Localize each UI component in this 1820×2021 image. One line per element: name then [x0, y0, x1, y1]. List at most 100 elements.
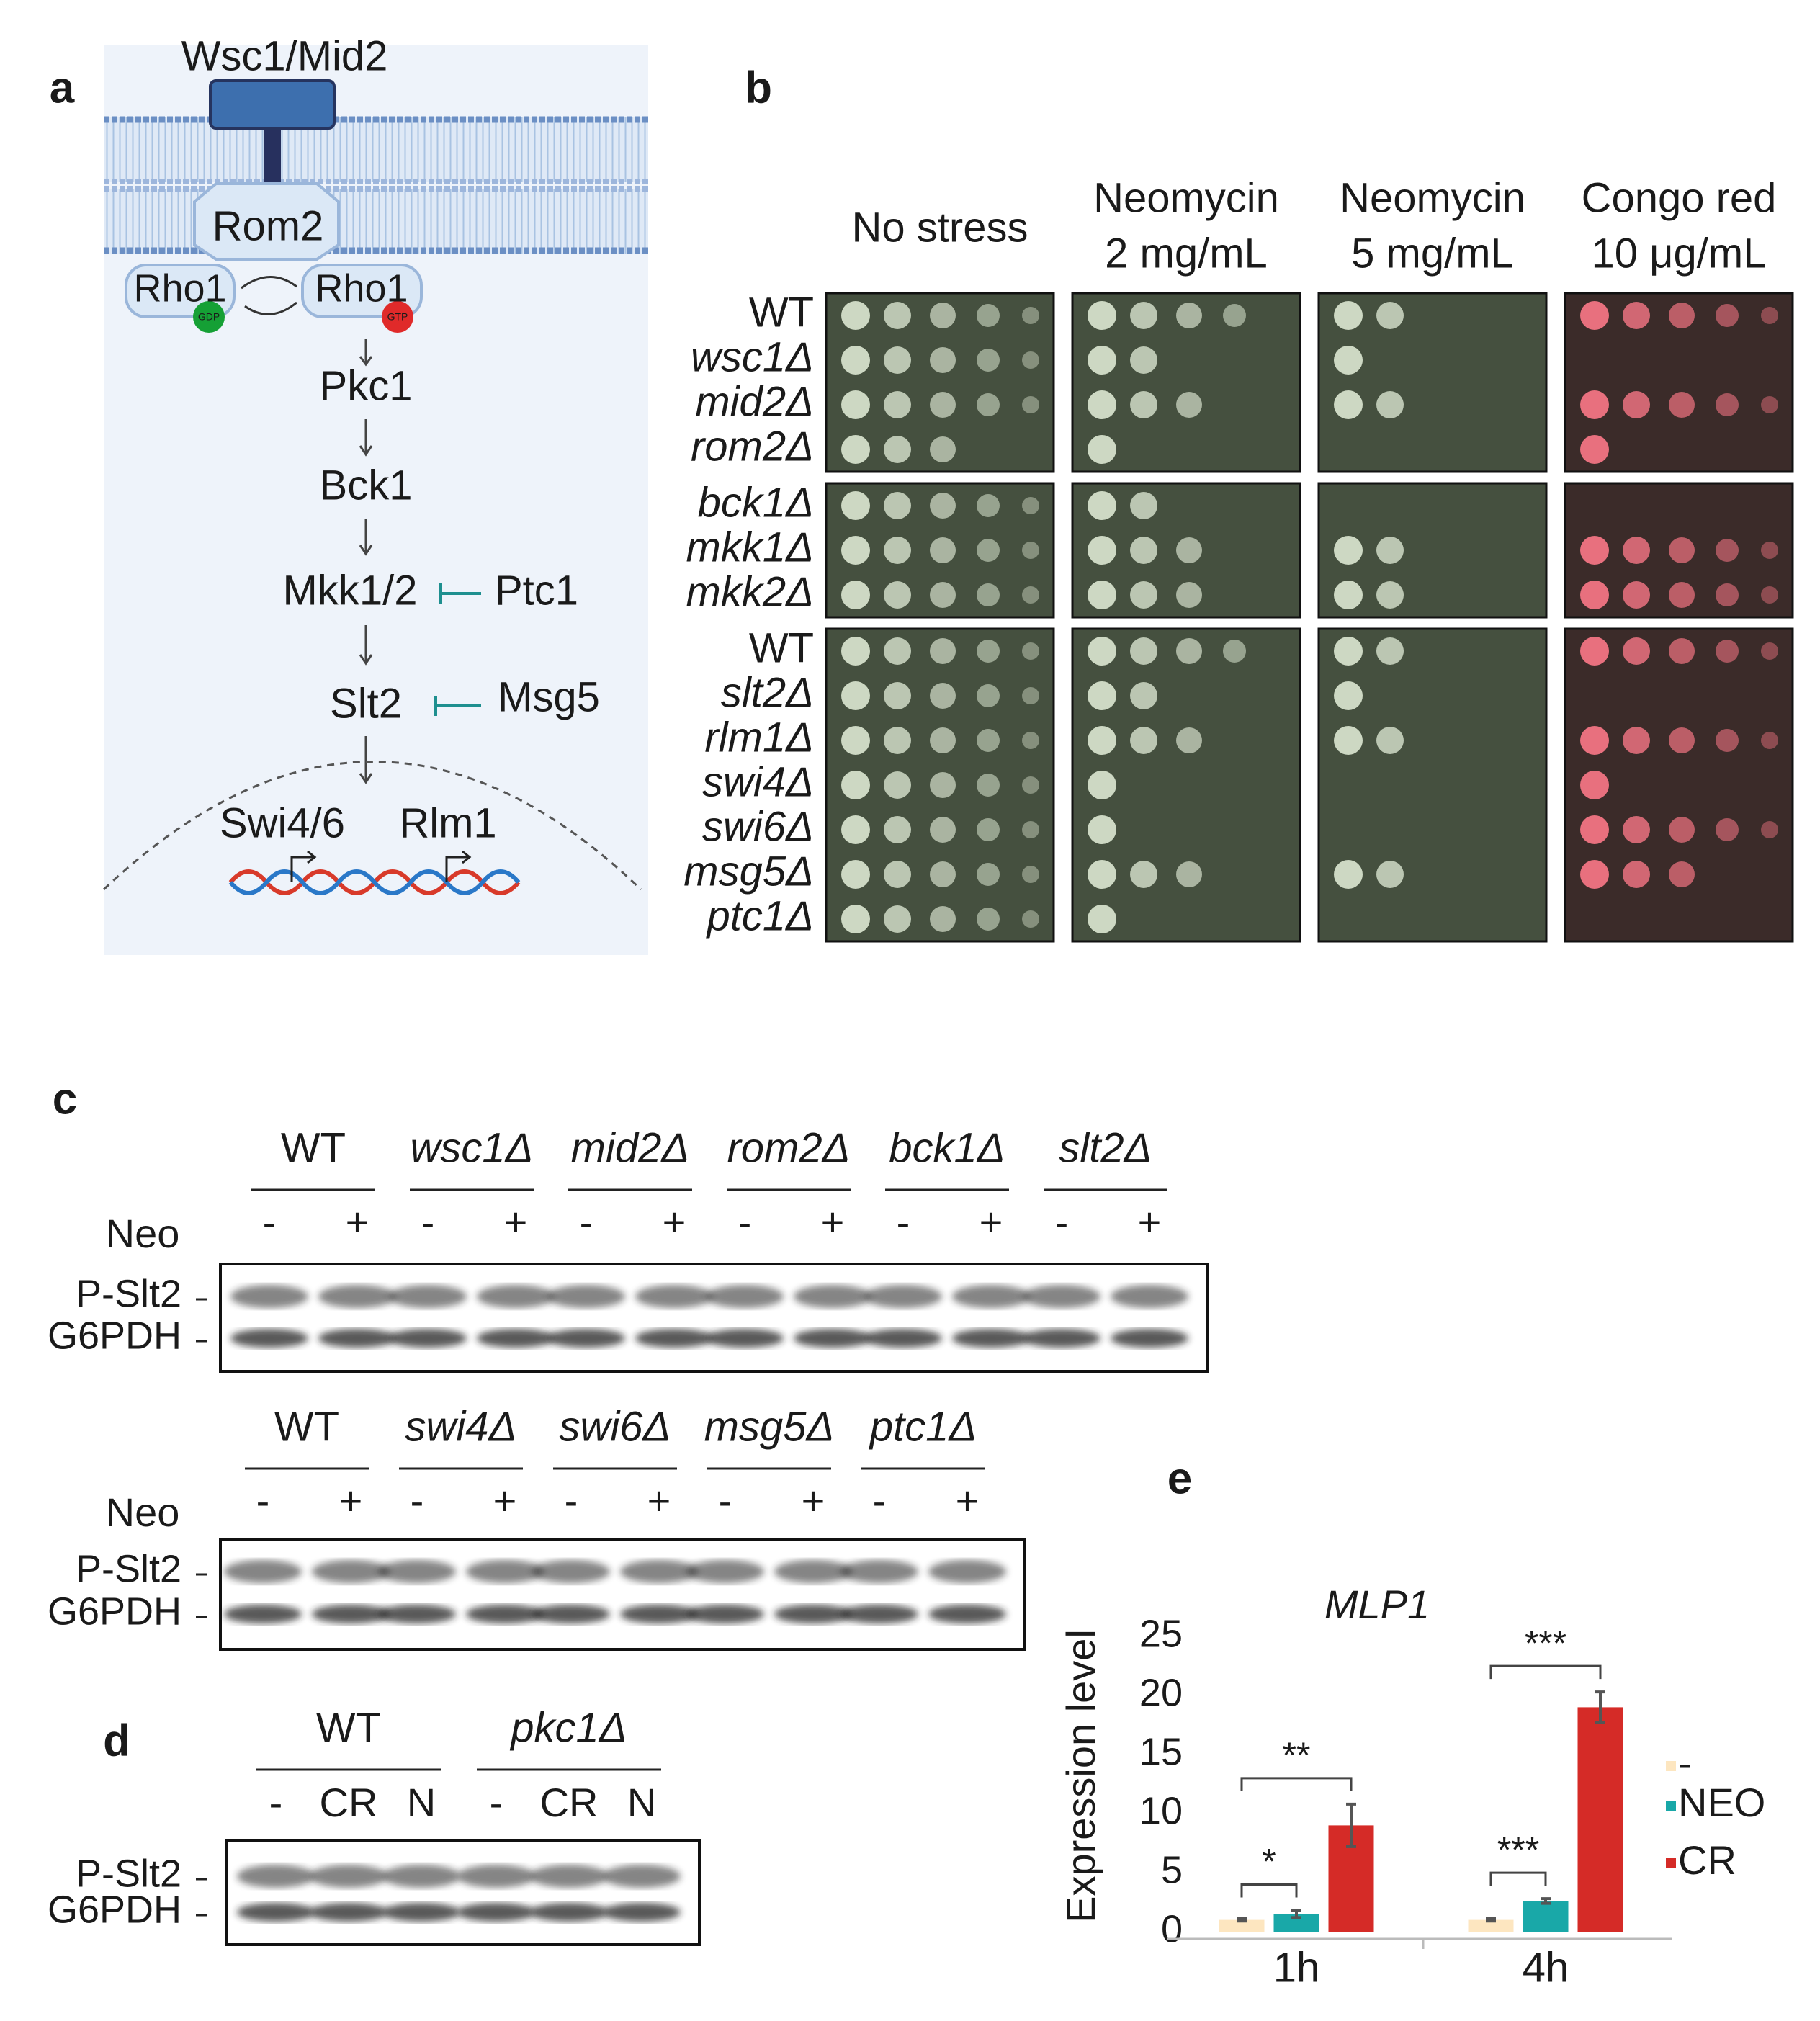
colony-spot — [841, 301, 870, 330]
significance-bracket — [1240, 1777, 1353, 1791]
band — [1023, 1329, 1100, 1348]
phosphatase: Ptc1 — [495, 567, 578, 614]
colony-spot — [1580, 301, 1609, 330]
panel-label: a — [50, 63, 75, 112]
spot-row — [1088, 536, 1202, 565]
band — [224, 1560, 302, 1583]
significance-bracket — [1240, 1883, 1298, 1898]
spot-row — [1088, 390, 1202, 419]
lane-label: - — [565, 1478, 578, 1523]
spot-row — [1334, 390, 1404, 419]
spot-row — [841, 637, 1039, 666]
strain-label: wsc1Δ — [691, 333, 814, 380]
band-label: P-Slt2 — [76, 1852, 181, 1895]
colony-spot — [1334, 346, 1363, 375]
colony-spot — [930, 493, 956, 519]
colony-spot — [1580, 726, 1609, 755]
colony-spot — [1580, 435, 1609, 464]
band — [224, 1605, 302, 1623]
colony-spot — [1580, 637, 1609, 666]
spot-row — [841, 681, 1039, 710]
lane-label: - — [897, 1199, 910, 1245]
colony-spot — [1088, 637, 1116, 666]
chart-title: MLP1 — [1324, 1582, 1430, 1627]
band — [457, 1865, 535, 1888]
strain-label: ptc1Δ — [705, 892, 814, 939]
band — [312, 1605, 390, 1623]
colony-spot — [841, 815, 870, 844]
spot-row — [1088, 905, 1116, 933]
colony-spot — [1669, 638, 1695, 664]
band — [310, 1903, 387, 1922]
y-tick-label: 0 — [1161, 1907, 1183, 1950]
lane-label: - — [421, 1199, 435, 1245]
strain-label: rom2Δ — [691, 423, 814, 470]
colony-spot — [1761, 586, 1778, 604]
colony-spot — [841, 346, 870, 375]
band — [928, 1560, 1006, 1583]
band — [1111, 1285, 1188, 1308]
legend-marker — [1666, 1801, 1676, 1811]
significance-bracket — [1489, 1871, 1547, 1886]
colony-spot — [1623, 302, 1650, 329]
treatment-label: Neo — [106, 1211, 180, 1256]
band — [532, 1605, 610, 1623]
band — [530, 1903, 608, 1922]
spot-row — [841, 491, 1039, 520]
spot-row — [1334, 301, 1404, 330]
spot-row — [1580, 726, 1778, 755]
spot-row — [1088, 771, 1116, 799]
lane-label: CR — [540, 1780, 599, 1825]
colony-spot — [1088, 435, 1116, 464]
colony-spot — [1761, 307, 1778, 324]
colony-spot — [1088, 726, 1116, 755]
colony-spot — [1022, 910, 1039, 928]
strain-label: mkk2Δ — [686, 568, 814, 615]
lane-label: - — [256, 1478, 270, 1523]
colony-spot — [930, 392, 956, 418]
lane-label: - — [719, 1478, 732, 1523]
colony-spot — [1088, 346, 1116, 375]
spot-row — [1580, 435, 1609, 464]
lane-label: N — [407, 1780, 436, 1825]
strain-label: pkc1Δ — [509, 1704, 627, 1751]
lane-label: - — [269, 1780, 283, 1825]
colony-spot — [1623, 637, 1650, 665]
colony-spot — [841, 637, 870, 666]
lane-label: + — [493, 1478, 517, 1523]
strain-label: mid2Δ — [695, 378, 814, 425]
colony-spot — [884, 537, 911, 564]
colony-spot — [1623, 391, 1650, 418]
rho-label: Rho1 — [315, 266, 408, 310]
band — [547, 1285, 625, 1308]
panel-label: d — [103, 1716, 130, 1765]
band — [312, 1560, 390, 1583]
colony-spot — [930, 861, 956, 887]
spot-row — [841, 905, 1039, 933]
colony-spot — [884, 905, 911, 933]
kinase: Slt2 — [330, 680, 402, 727]
colony-spot — [1376, 391, 1404, 418]
colony-spot — [1334, 637, 1363, 666]
spot-row — [841, 301, 1039, 330]
y-tick-label: 15 — [1139, 1730, 1183, 1773]
colony-spot — [1580, 860, 1609, 889]
gdp-dot — [193, 301, 225, 333]
panel-label: e — [1167, 1453, 1192, 1503]
colony-spot — [977, 684, 1000, 707]
strain-label: WT — [281, 1124, 346, 1171]
strain-label: rom2Δ — [727, 1124, 850, 1171]
spot-row — [841, 726, 1039, 755]
lane-label: - — [1055, 1199, 1069, 1245]
strain-label: WT — [274, 1403, 339, 1450]
colony-spot — [930, 906, 956, 932]
strain-label: WT — [316, 1704, 381, 1751]
panel-a-art — [102, 45, 648, 955]
spot-row — [1088, 435, 1116, 464]
colony-spot — [930, 303, 956, 328]
lane-label: - — [263, 1199, 277, 1245]
spot-row — [1088, 581, 1202, 609]
band — [466, 1605, 544, 1623]
colony-spot — [1088, 581, 1116, 609]
spot-row — [1334, 346, 1363, 375]
